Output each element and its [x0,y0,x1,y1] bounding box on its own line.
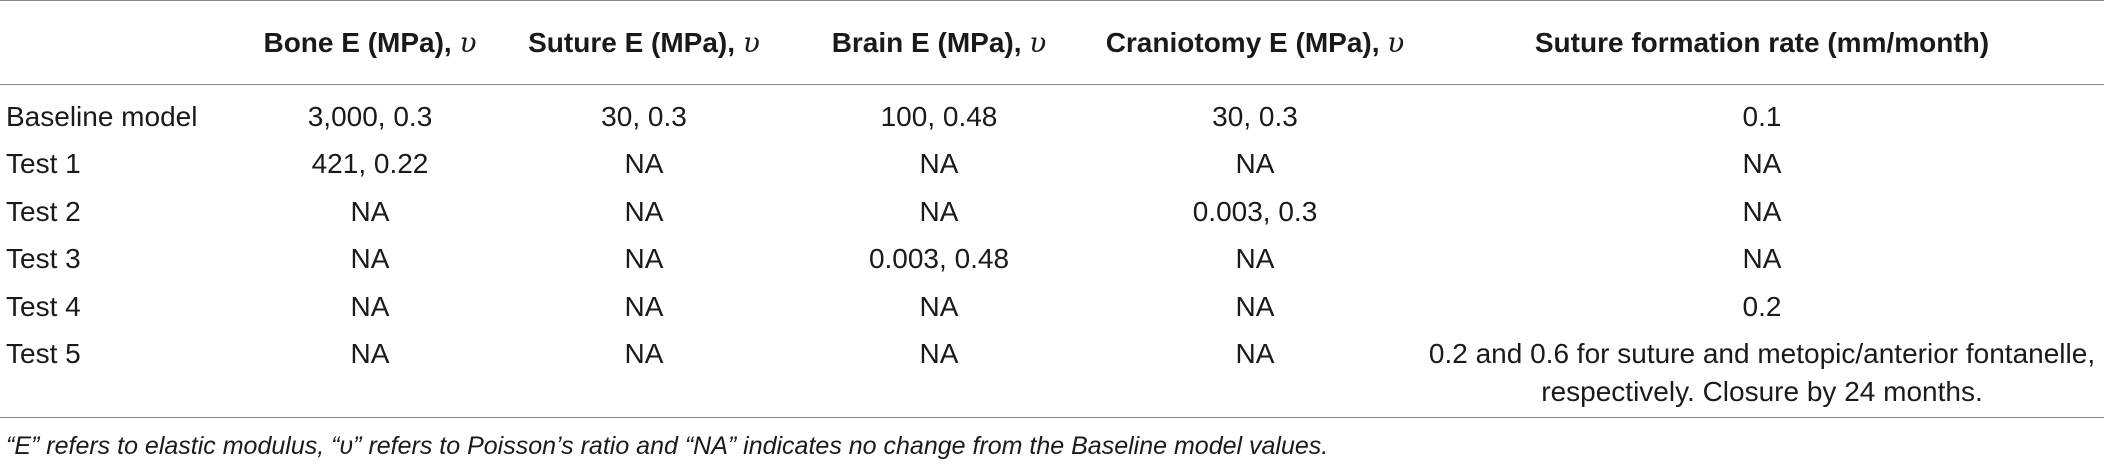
table-cell: NA [1235,148,1275,180]
header-cell-craniotomy: Craniotomy E (MPa), υ [1090,0,1420,85]
table-row: Baseline model 3,000, 0.3 30, 0.3 100, 0… [0,85,2104,141]
header-cell-suture: Suture E (MPa), υ [500,0,788,85]
table-cell: NA [788,330,1090,418]
table-row: Test 2 NA NA NA 0.003, 0.3 NA [0,188,2104,236]
table-cell: NA [919,148,959,180]
row-label: Test 5 [0,330,240,418]
table-row: Test 3 NA NA 0.003, 0.48 NA NA [0,236,2104,284]
header-cell-bone: Bone E (MPa), υ [240,0,500,85]
table-cell: NA [240,330,500,418]
table-cell: NA [624,243,664,275]
table-cell: 0.2 and 0.6 for suture and metopic/anter… [1420,330,2104,418]
table-cell: 30, 0.3 [601,100,687,132]
row-label: Test 1 [6,148,81,180]
table-cell: NA [624,195,664,227]
header-label: Bone E (MPa), [263,27,460,58]
header-label: Craniotomy E (MPa), [1105,27,1388,58]
table-cell: 0.1 [1742,100,1782,132]
table-cell: 421, 0.22 [311,148,429,180]
table-cell: 3,000, 0.3 [307,100,433,132]
table-cell: NA [1235,290,1275,322]
table-cell: NA [500,330,788,418]
table-cell: NA [624,290,664,322]
header-row: Bone E (MPa), υ Suture E (MPa), υ Brain … [0,0,2104,85]
row-label: Test 3 [6,243,81,275]
table-cell: NA [350,195,390,227]
table-body: Baseline model 3,000, 0.3 30, 0.3 100, 0… [0,85,2104,418]
table-cell: NA [1742,148,1782,180]
table-cell: NA [350,243,390,275]
parameters-table: Bone E (MPa), υ Suture E (MPa), υ Brain … [0,0,2104,418]
poisson-symbol: υ [742,26,760,59]
row-label: Test 4 [6,290,81,322]
table-row: Test 4 NA NA NA NA 0.2 [0,283,2104,331]
header-label: Suture E (MPa), [528,27,743,58]
table-cell: NA [1742,195,1782,227]
table-cell: NA [1742,243,1782,275]
table-cell: 100, 0.48 [880,100,998,132]
header-cell-brain: Brain E (MPa), υ [788,0,1090,85]
poisson-symbol: υ [1387,26,1405,59]
table-cell: 0.003, 0.48 [868,243,1010,275]
table-cell: NA [919,290,959,322]
table-cell: NA [919,195,959,227]
poisson-symbol: υ [1029,26,1047,59]
table-cell: NA [1090,330,1420,418]
row-label: Baseline model [6,100,198,132]
table-header: Bone E (MPa), υ Suture E (MPa), υ Brain … [0,0,2104,85]
table-cell: NA [1235,243,1275,275]
table-row: Test 1 421, 0.22 NA NA NA NA [0,141,2104,189]
table-cell: 0.2 [1742,290,1782,322]
table-cell: NA [350,290,390,322]
table-footnote: “E” refers to elastic modulus, “υ” refer… [6,432,1329,460]
header-cell-empty [0,0,240,85]
table-cell: NA [624,148,664,180]
header-label: Suture formation rate (mm/month) [1534,26,1990,58]
row-label: Test 2 [6,195,81,227]
table-cell: 0.003, 0.3 [1192,195,1318,227]
header-cell-suture-rate: Suture formation rate (mm/month) [1420,0,2104,85]
table-cell: 30, 0.3 [1212,100,1298,132]
header-label: Brain E (MPa), [831,27,1030,58]
table-row: Test 5 NA NA NA NA 0.2 and 0.6 for sutur… [0,330,2104,418]
poisson-symbol: υ [459,26,477,59]
